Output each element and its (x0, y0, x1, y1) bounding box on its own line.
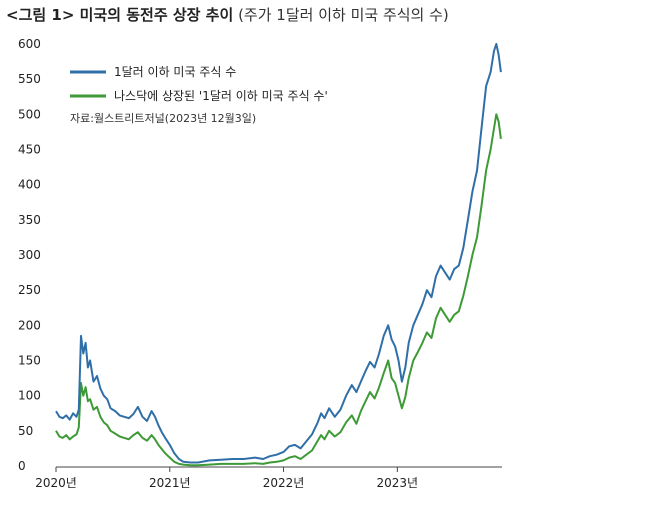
x-tick-label: 2023년 (377, 476, 419, 490)
series-line-0 (55, 43, 502, 464)
y-axis: 0 50 100 150 200 250 300 350 400 450 500 550 600 (18, 37, 41, 473)
y-tick-label: 500 (18, 107, 41, 121)
x-tick-label: 2021년 (149, 476, 191, 490)
x-tick-label: 2020년 (35, 476, 77, 490)
y-tick-label: 550 (18, 72, 41, 86)
y-tick-label: 0 (18, 459, 26, 473)
y-tick-label: 150 (18, 354, 41, 368)
y-tick-label: 450 (18, 143, 41, 157)
source-note: 자료:월스트리트저널(2023년 12월3일) (70, 111, 256, 125)
y-tick-label: 350 (18, 213, 41, 227)
y-tick-label: 200 (18, 318, 41, 332)
legend-label-0: 1달러 이하 미국 주식 수 (114, 65, 236, 79)
x-tick-label: 2022년 (263, 476, 305, 490)
legend-label-1: 나스닥에 상장된 '1달러 이하 미국 주식 수' (114, 89, 328, 103)
x-axis: 2020년 2021년 2022년 2023년 (35, 466, 502, 490)
series-layer (55, 43, 502, 467)
series-line-1 (55, 113, 502, 467)
y-tick-label: 50 (18, 424, 33, 438)
y-tick-label: 250 (18, 283, 41, 297)
y-tick-label: 400 (18, 178, 41, 192)
legend: 1달러 이하 미국 주식 수 나스닥에 상장된 '1달러 이하 미국 주식 수'… (70, 65, 328, 125)
y-tick-label: 600 (18, 37, 41, 51)
y-tick-label: 300 (18, 248, 41, 262)
y-tick-label: 100 (18, 389, 41, 403)
chart-title: <그림 1> 미국의 동전주 상장 추이 (6, 6, 234, 24)
chart-subtitle: (주가 1달러 이하 미국 주식의 수) (238, 6, 449, 24)
chart-title-row: <그림 1> 미국의 동전주 상장 추이 (주가 1달러 이하 미국 주식의 수… (6, 4, 449, 25)
